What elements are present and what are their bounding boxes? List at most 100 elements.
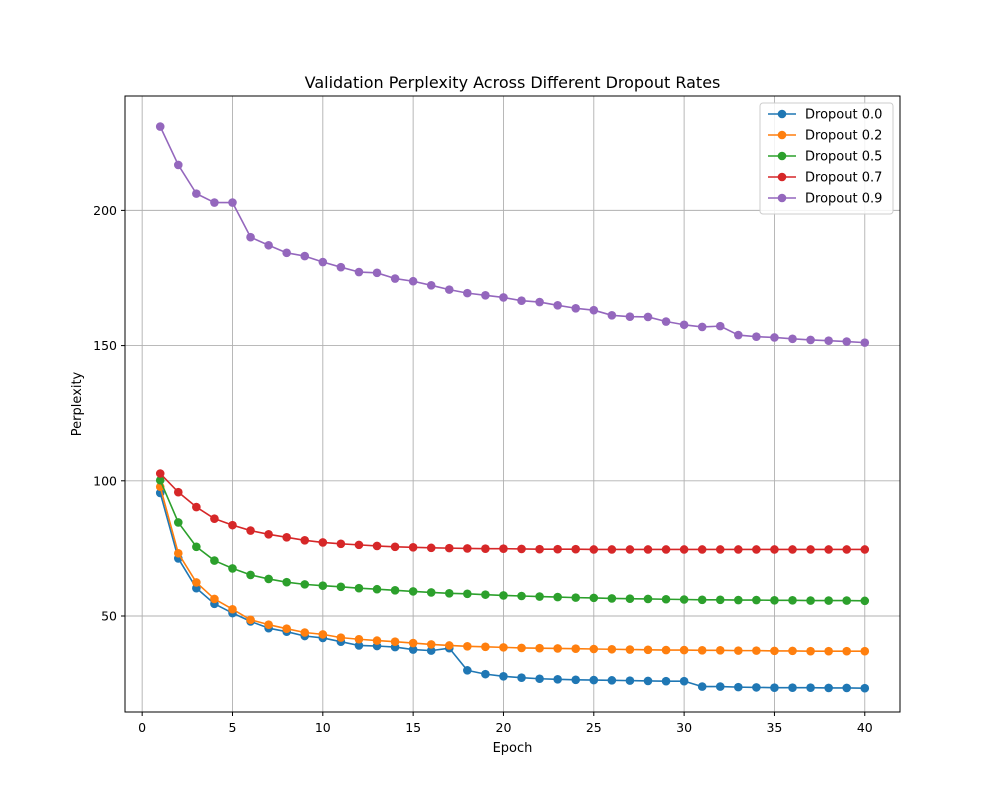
data-point — [752, 683, 761, 692]
data-point — [390, 274, 400, 283]
data-point — [390, 542, 400, 552]
data-point — [517, 643, 526, 653]
data-point — [770, 545, 779, 554]
data-point — [553, 592, 562, 602]
data-point — [155, 469, 165, 478]
data-point — [571, 303, 581, 313]
data-point — [643, 594, 653, 604]
data-point — [300, 535, 310, 545]
data-point — [408, 638, 418, 648]
legend-label: Dropout 0.0 — [805, 108, 882, 123]
data-point — [463, 288, 472, 298]
legend-label: Dropout 0.7 — [805, 171, 882, 186]
data-point — [210, 556, 219, 565]
data-point — [625, 645, 635, 654]
data-point — [770, 646, 779, 656]
data-point — [499, 591, 508, 600]
data-point — [824, 596, 833, 605]
data-point — [715, 321, 725, 331]
data-point — [354, 641, 364, 650]
data-point — [589, 644, 599, 654]
data-point — [173, 548, 183, 558]
data-point — [192, 502, 201, 512]
data-point — [463, 666, 472, 675]
data-point — [408, 645, 418, 654]
data-point — [426, 640, 436, 649]
data-point — [860, 683, 870, 693]
data-point — [336, 262, 346, 272]
data-point — [463, 544, 472, 553]
data-point — [481, 669, 490, 679]
data-point — [661, 317, 671, 326]
data-point — [788, 545, 797, 554]
data-point — [806, 683, 815, 692]
data-point — [246, 615, 255, 625]
data-point — [842, 337, 852, 346]
data-point — [264, 530, 273, 539]
data-point — [752, 545, 761, 554]
data-point — [625, 545, 635, 554]
data-point — [444, 588, 454, 598]
data-point — [300, 628, 310, 637]
data-point — [697, 322, 707, 332]
x-tick-label: 15 — [405, 720, 421, 735]
data-point — [318, 538, 328, 547]
data-point — [679, 545, 689, 554]
data-point — [499, 672, 508, 681]
data-point — [571, 593, 581, 602]
data-point — [282, 533, 291, 542]
series-line — [159, 479, 865, 602]
data-point — [535, 674, 544, 684]
data-point — [282, 577, 291, 587]
data-point — [192, 189, 201, 198]
data-point — [282, 248, 291, 258]
data-point — [535, 297, 544, 307]
series-line — [159, 472, 865, 551]
data-point — [842, 683, 852, 693]
data-point — [517, 544, 526, 554]
data-point — [824, 545, 833, 554]
data-point — [517, 591, 526, 601]
data-point — [481, 642, 490, 652]
data-point — [788, 334, 797, 344]
data-point — [408, 543, 418, 552]
data-point — [697, 595, 707, 605]
y-tick-label: 150 — [93, 338, 117, 353]
data-point — [228, 198, 237, 207]
legend-label: Dropout 0.9 — [805, 192, 882, 207]
data-point — [264, 574, 273, 584]
data-point — [697, 646, 707, 655]
data-point — [517, 296, 526, 306]
data-point — [571, 644, 581, 654]
data-point — [354, 267, 364, 277]
data-point — [788, 646, 797, 656]
legend-item: Dropout 0.0 — [768, 108, 882, 123]
data-point — [661, 545, 671, 554]
y-tick-label: 50 — [101, 609, 117, 624]
data-point — [535, 643, 544, 653]
data-point — [842, 596, 852, 605]
data-point — [679, 645, 689, 655]
data-point — [354, 634, 364, 644]
data-point — [192, 578, 201, 587]
data-point — [806, 545, 815, 554]
data-point — [842, 646, 852, 656]
data-point — [228, 564, 237, 573]
data-point — [589, 305, 599, 315]
data-point — [372, 584, 382, 594]
data-point — [372, 541, 382, 551]
legend-item: Dropout 0.5 — [768, 150, 882, 165]
data-point — [426, 646, 436, 655]
data-point — [661, 594, 671, 604]
data-point — [734, 595, 743, 605]
legend-marker — [777, 130, 787, 140]
data-point — [173, 518, 183, 527]
data-point — [788, 683, 797, 692]
x-tick-label: 40 — [857, 720, 873, 735]
series-dropout-0-5 — [155, 475, 870, 606]
x-tick-label: 35 — [766, 720, 782, 735]
data-point — [155, 122, 165, 131]
data-point — [607, 545, 617, 554]
data-point — [643, 312, 653, 322]
data-point — [770, 683, 779, 692]
